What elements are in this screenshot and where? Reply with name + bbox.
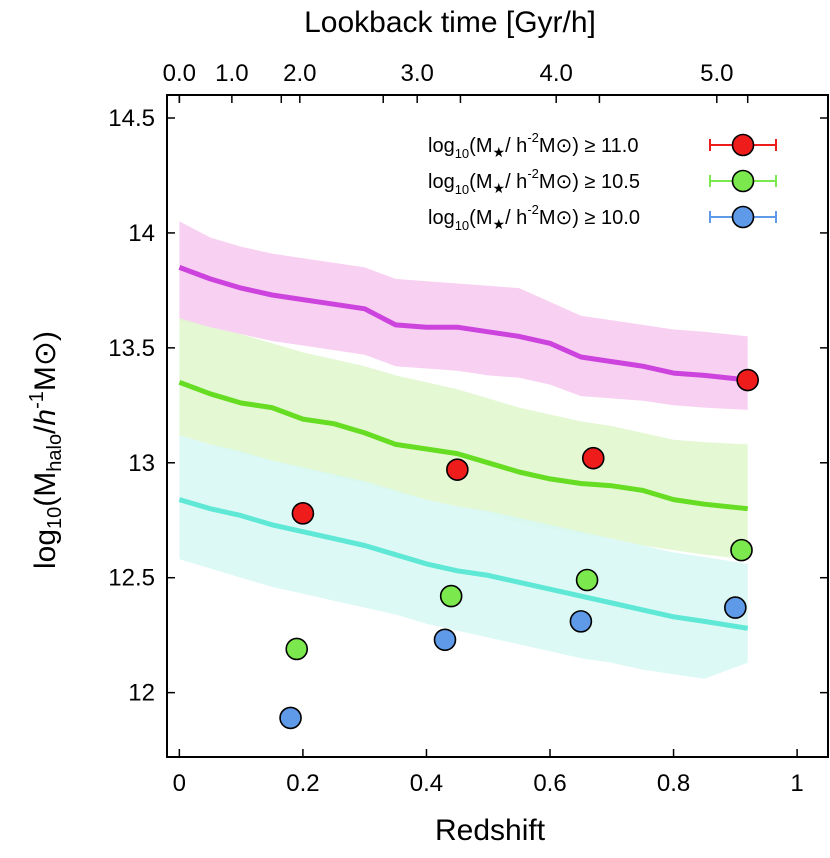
top-tick-label: 1.0 — [215, 60, 248, 87]
top-axis-ticks: 0.0 1.0 2.0 3.0 4.0 5.0 — [163, 60, 749, 103]
legend-label-3: log10(M★/ h-2M⊙) ≥ 10.0 — [428, 202, 640, 233]
plot-frame — [166, 94, 829, 758]
median-lines — [178, 265, 749, 631]
y-tick-label: 12 — [128, 680, 155, 707]
top-axis-title: Lookback time [Gyr/h] — [304, 6, 596, 39]
x-tick-label: 0.6 — [533, 770, 566, 797]
median-line-3 — [178, 497, 749, 631]
top-tick-label: 4.0 — [539, 60, 572, 87]
median-line-1 — [178, 265, 748, 383]
x-tick-label: 0.8 — [657, 770, 690, 797]
legend-marker-2 — [731, 169, 755, 193]
x-tick-label: 0 — [173, 770, 186, 797]
top-tick-label: 5.0 — [700, 60, 733, 87]
top-tick-label: 0.0 — [163, 60, 196, 87]
y-axis-title: log10(Mhalo/h-1M⊙) — [26, 331, 66, 569]
data-point-s3-1 — [279, 706, 302, 730]
legend-label-2: log10(M★/ h-2M⊙) ≥ 10.5 — [428, 166, 640, 197]
data-point-s3-3 — [569, 610, 593, 633]
data-point-s2-1 — [285, 637, 309, 661]
data-point-s2-3 — [575, 568, 599, 592]
y-tick-label: 14.5 — [108, 105, 155, 132]
y-axis-ticks: 12 12.5 13 13.5 14 14.5 — [108, 105, 828, 707]
y-tick-label: 12.5 — [108, 565, 155, 592]
y-tick-label: 13.5 — [108, 335, 155, 362]
data-point-s1-3 — [581, 446, 605, 470]
data-points — [279, 368, 759, 730]
data-point-s3-2 — [433, 628, 457, 652]
x-axis-title: Redshift — [435, 814, 546, 847]
data-point-s1-4 — [736, 368, 759, 392]
legend-label-1: log10(M★/ h-2M⊙) ≥ 11.0 — [428, 130, 639, 161]
legend-marker-3 — [731, 205, 755, 229]
y-tick-label: 14 — [128, 220, 155, 247]
x-tick-label: 1 — [790, 770, 803, 797]
confidence-bands — [179, 221, 748, 679]
data-point-s2-2 — [439, 584, 463, 608]
x-axis-ticks: 0 0.2 0.4 0.6 0.8 1 — [173, 749, 804, 797]
top-tick-label: 2.0 — [283, 60, 316, 87]
top-tick-label: 3.0 — [401, 60, 434, 87]
legend-marker-1 — [731, 133, 755, 157]
median-line-2 — [178, 379, 748, 512]
data-point-s1-1 — [291, 502, 315, 525]
data-point-s3-4 — [724, 596, 747, 619]
confidence-band-3 — [179, 435, 748, 679]
y-tick-label: 13 — [128, 450, 155, 477]
confidence-band-2 — [179, 318, 748, 560]
legend: log10(M★/ h-2M⊙) ≥ 11.0 log10(M★/ h-2M⊙) … — [428, 130, 777, 233]
x-tick-label: 0.2 — [286, 770, 319, 797]
data-point-s2-4 — [730, 538, 753, 562]
x-tick-label: 0.4 — [410, 770, 443, 797]
data-point-s1-2 — [446, 458, 469, 481]
